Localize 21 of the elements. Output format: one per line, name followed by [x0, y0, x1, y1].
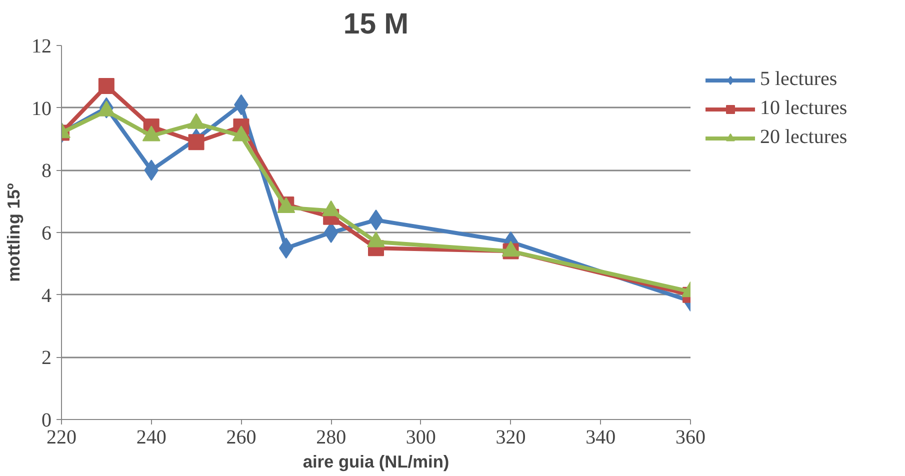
x-tick-label: 300: [406, 426, 436, 448]
legend-label: 10 lectures: [760, 97, 848, 120]
x-tick-label: 260: [226, 426, 256, 448]
y-axis-title: mottling 15º: [4, 182, 24, 282]
x-tick-label: 340: [586, 426, 616, 448]
legend-label: 20 lectures: [760, 126, 848, 149]
y-tick-label: 10: [32, 98, 52, 120]
x-tick-label: 320: [496, 426, 526, 448]
point: [98, 78, 114, 94]
x-tick-label: 240: [136, 426, 166, 448]
y-tick-label: 4: [42, 284, 52, 307]
x-axis-title: aire guia (NL/min): [302, 452, 450, 472]
chart-title: 15 M: [343, 8, 409, 40]
y-tick-label: 2: [42, 347, 52, 370]
x-tick-label: 280: [316, 426, 346, 448]
x-tick-label: 360: [676, 426, 706, 448]
y-tick-label: 8: [42, 160, 52, 182]
legend-label: 5 lectures: [760, 68, 838, 91]
y-tick-label: 6: [42, 222, 52, 244]
y-tick-label: 12: [32, 36, 52, 58]
point: [188, 134, 204, 150]
